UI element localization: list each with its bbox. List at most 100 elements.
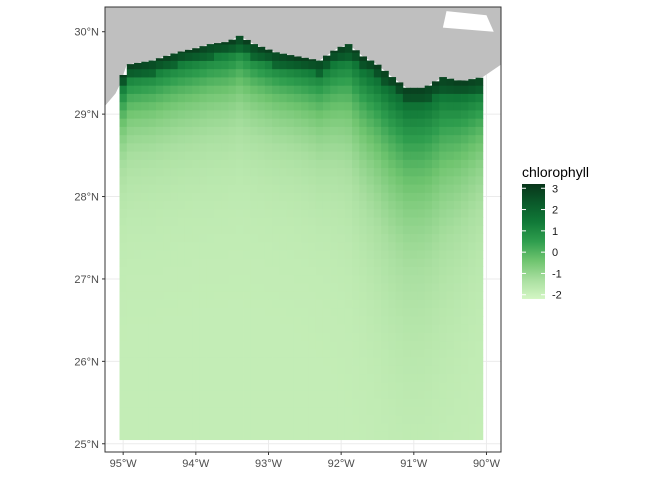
raster-cell	[330, 52, 338, 61]
raster-cell	[221, 184, 229, 193]
raster-cell	[257, 340, 266, 350]
raster-cell	[337, 184, 346, 193]
raster-cell	[395, 142, 404, 152]
raster-cell	[359, 85, 367, 94]
raster-cell	[257, 258, 266, 267]
raster-cell	[199, 159, 208, 169]
raster-cell	[126, 373, 135, 383]
raster-cell	[279, 283, 288, 292]
raster-cell	[381, 126, 389, 136]
raster-cell	[228, 134, 237, 144]
raster-cell	[286, 274, 295, 284]
raster-cell	[134, 233, 142, 243]
raster-cell	[431, 373, 440, 383]
raster-cell	[424, 299, 433, 309]
raster-cell	[264, 283, 273, 292]
lake-water	[442, 11, 494, 32]
raster-cell	[337, 340, 346, 350]
raster-cell	[475, 85, 484, 94]
raster-cell	[344, 233, 353, 243]
raster-cell	[163, 258, 171, 267]
raster-cell	[279, 175, 288, 185]
raster-cell	[177, 373, 186, 383]
raster-cell	[163, 283, 171, 292]
raster-cell	[453, 299, 462, 309]
raster-cell	[359, 348, 367, 358]
raster-cell	[184, 151, 193, 160]
raster-cell	[264, 217, 273, 226]
raster-cell	[475, 299, 484, 309]
raster-cell	[424, 151, 433, 160]
raster-cell	[264, 49, 273, 53]
raster-cell	[315, 142, 324, 152]
raster-cell	[126, 184, 135, 193]
raster-cell	[461, 101, 469, 111]
raster-cell	[315, 307, 324, 317]
raster-cell	[301, 274, 309, 284]
raster-cell	[439, 85, 447, 94]
raster-cell	[293, 423, 302, 432]
raster-cell	[119, 423, 128, 432]
raster-cell	[250, 175, 258, 185]
raster-cell	[301, 340, 309, 350]
raster-cell	[264, 406, 273, 416]
raster-cell	[395, 324, 404, 333]
raster-cell	[228, 110, 237, 119]
raster-cell	[475, 373, 484, 383]
raster-cell	[352, 307, 360, 317]
raster-cell	[402, 373, 411, 383]
raster-cell	[243, 258, 251, 267]
raster-cell	[475, 110, 484, 119]
raster-cell	[322, 258, 331, 267]
raster-cell	[468, 151, 476, 160]
raster-cell	[134, 151, 142, 160]
raster-cell	[352, 406, 360, 416]
raster-cell	[315, 85, 324, 94]
raster-cell	[134, 192, 142, 202]
raster-cell	[192, 423, 200, 432]
raster-cell	[293, 60, 302, 70]
raster-cell	[388, 299, 397, 309]
raster-cell	[126, 68, 135, 78]
raster-cell	[279, 274, 288, 284]
legend-tick-label: 3	[552, 183, 558, 195]
raster-cell	[446, 134, 455, 144]
raster-cell	[417, 225, 426, 235]
raster-cell	[344, 283, 353, 292]
raster-cell	[308, 59, 317, 61]
raster-cell	[257, 274, 266, 284]
raster-cell	[250, 85, 258, 94]
raster-cell	[170, 175, 179, 185]
raster-cell	[199, 241, 208, 251]
raster-cell	[279, 233, 288, 243]
raster-cell	[199, 134, 208, 144]
raster-cell	[228, 299, 237, 309]
raster-cell	[257, 283, 266, 292]
raster-cell	[344, 184, 353, 193]
raster-cell	[134, 118, 142, 127]
raster-cell	[199, 316, 208, 325]
raster-cell	[272, 167, 280, 177]
raster-cell	[344, 398, 353, 408]
raster-cell	[250, 142, 258, 152]
raster-cell	[395, 340, 404, 350]
raster-cell	[155, 110, 164, 119]
raster-cell	[446, 381, 455, 391]
raster-cell	[359, 307, 367, 317]
raster-cell	[293, 200, 302, 210]
raster-cell	[475, 126, 484, 136]
x-tick-label: 91°W	[400, 458, 428, 470]
raster-cell	[424, 159, 433, 169]
raster-cell	[141, 93, 149, 103]
raster-cell	[119, 142, 128, 152]
raster-cell	[424, 324, 433, 333]
raster-cell	[221, 217, 229, 226]
raster-cell	[337, 208, 346, 218]
raster-cell	[330, 423, 338, 432]
raster-cell	[315, 68, 324, 78]
raster-cell	[373, 340, 382, 350]
raster-cell	[279, 142, 288, 152]
raster-cell	[424, 142, 433, 152]
raster-cell	[388, 250, 397, 259]
raster-cell	[134, 258, 142, 267]
